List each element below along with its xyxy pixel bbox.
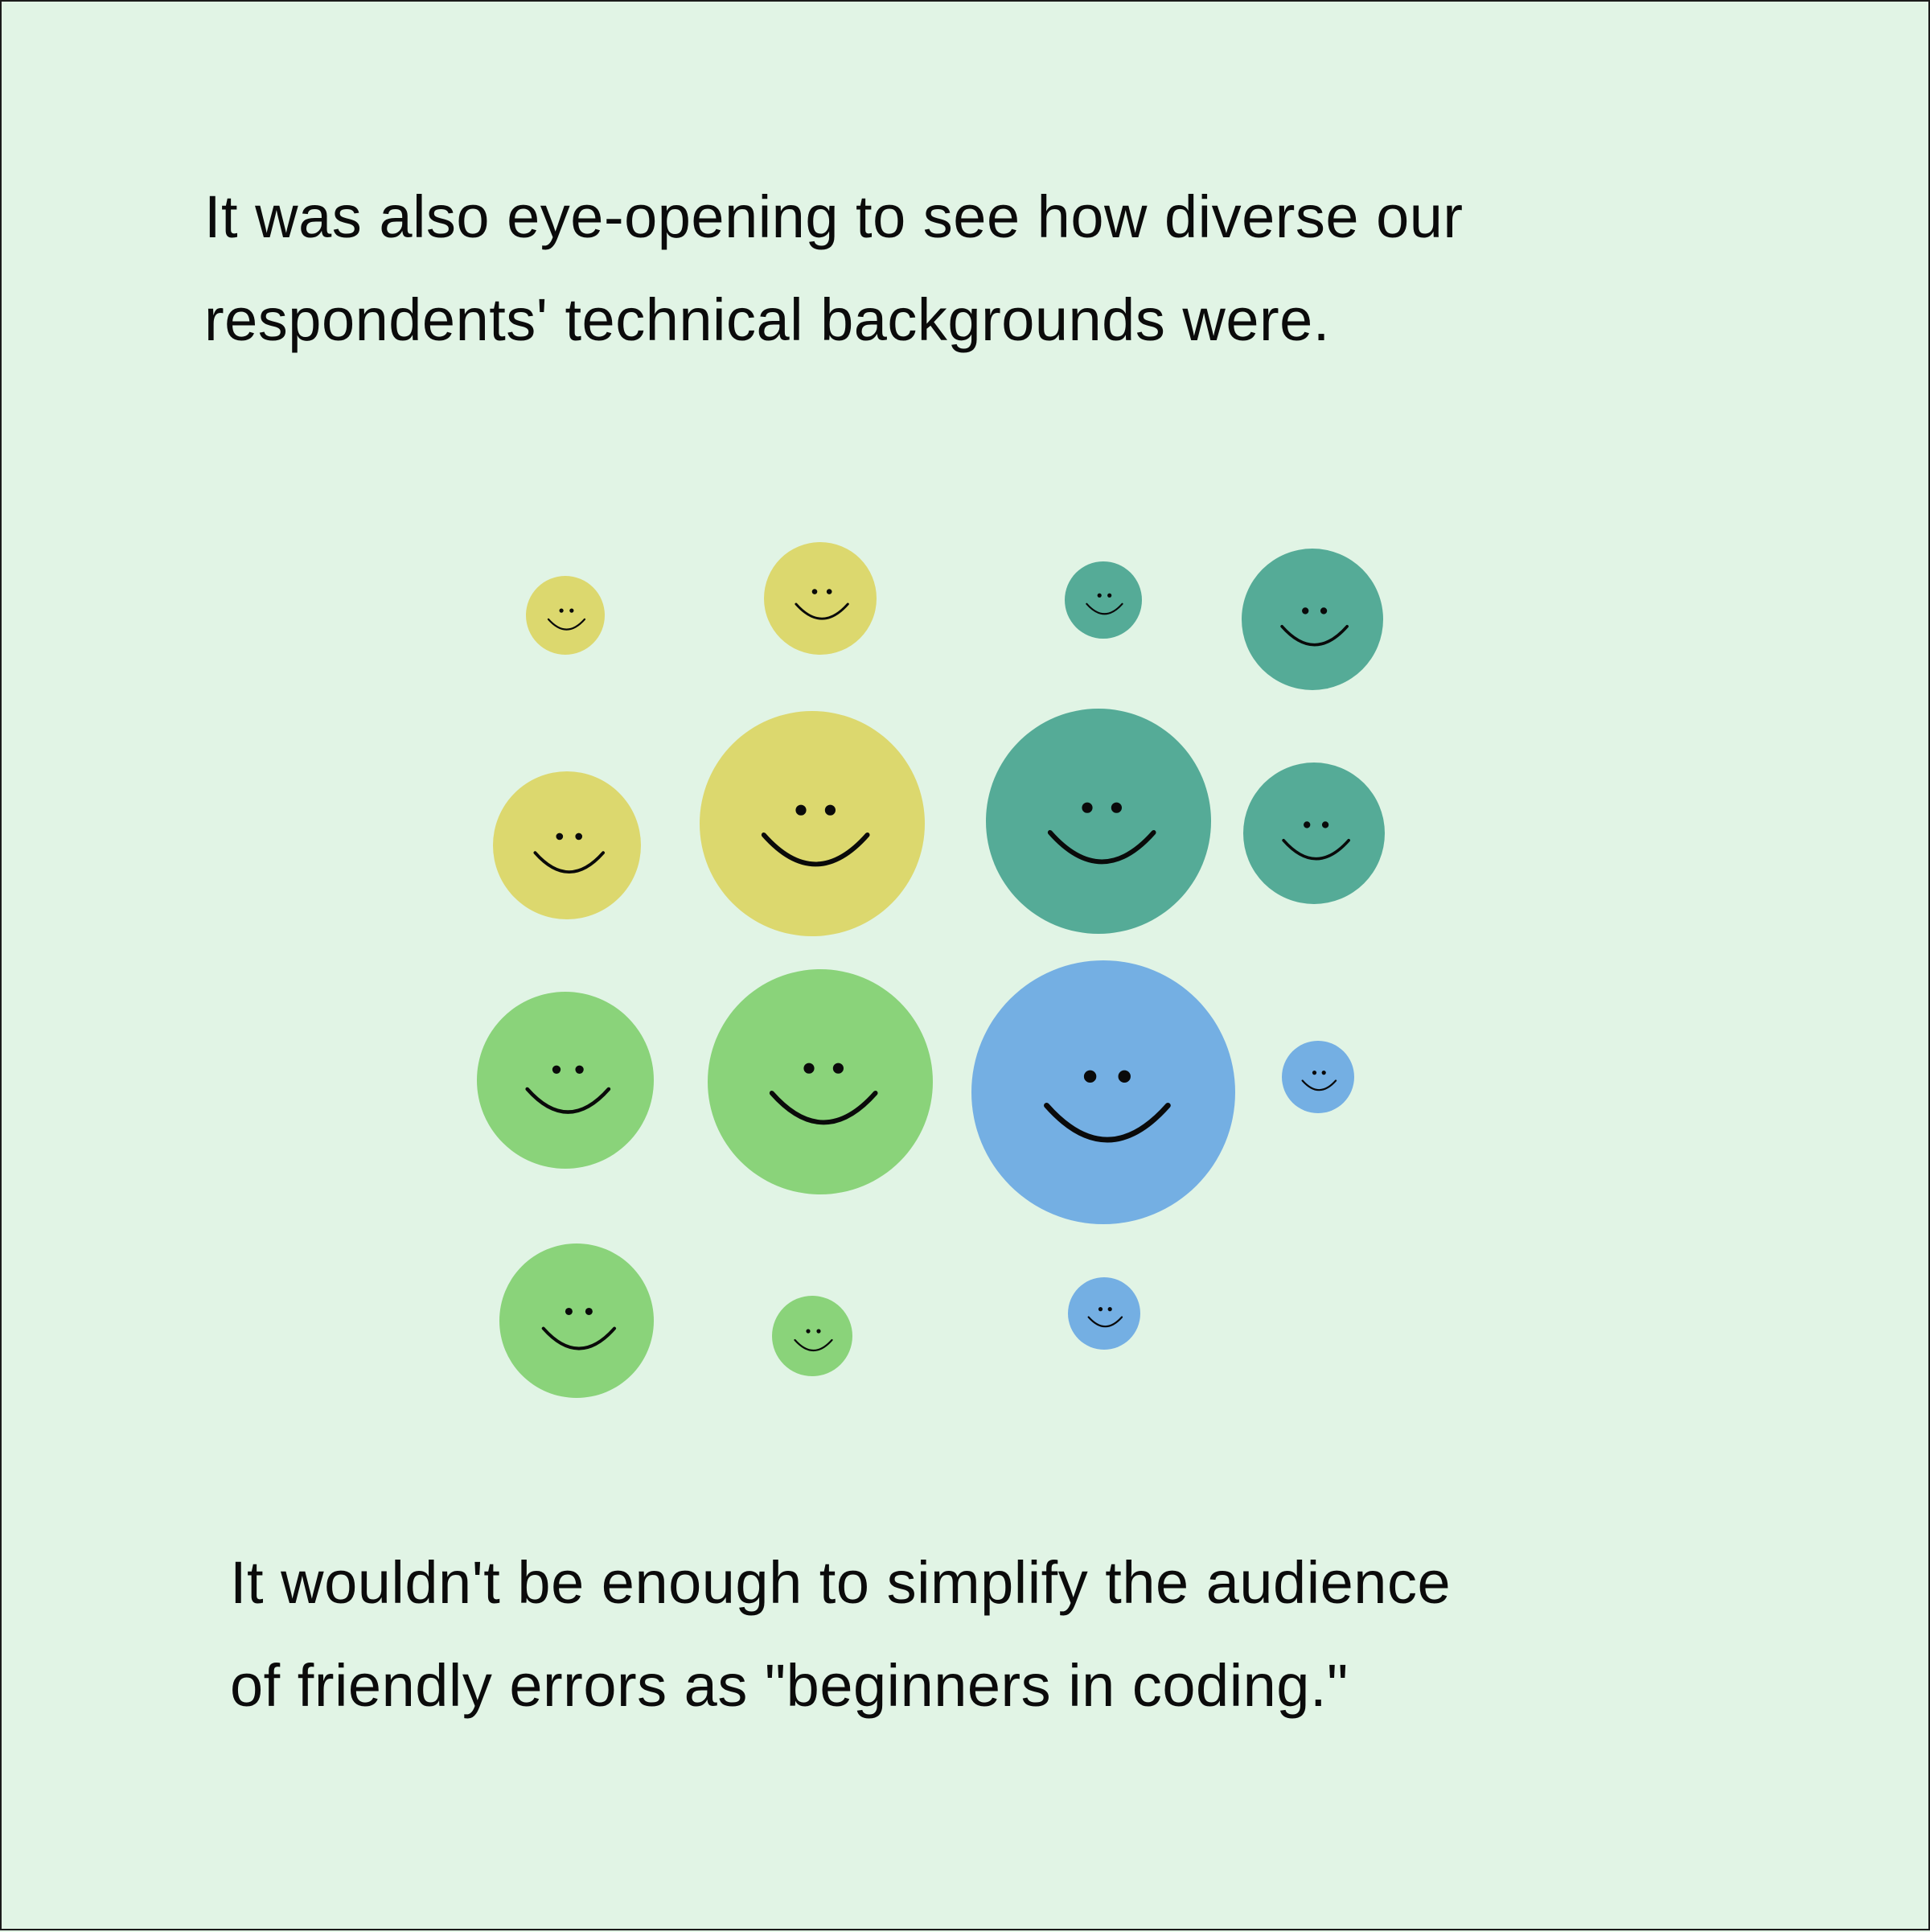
face-eye	[1098, 1307, 1103, 1312]
face-eye	[552, 1065, 561, 1074]
face-circle	[499, 1243, 654, 1398]
face-eye	[811, 589, 818, 594]
smiley-face-icon	[764, 542, 877, 655]
faces-layer	[477, 542, 1385, 1398]
smiley-face-icon	[971, 960, 1235, 1224]
face-eye	[1312, 1071, 1317, 1075]
smiley-face-icon	[493, 771, 641, 919]
face-eye	[806, 1329, 811, 1334]
face-smile	[794, 1338, 833, 1352]
smiley-face-icon	[1242, 549, 1383, 690]
face-circle	[1242, 549, 1383, 690]
face-eye	[1320, 607, 1328, 615]
smiley-face-icon	[1068, 1277, 1140, 1350]
face-eye	[795, 804, 807, 816]
face-eye	[1107, 593, 1112, 598]
face-eye	[1097, 593, 1102, 598]
face-eye	[1107, 1307, 1112, 1312]
face-smile	[1282, 838, 1350, 861]
face-smile	[795, 602, 849, 620]
intro-line: It was also eye-opening to see how diver…	[204, 183, 1464, 250]
face-eye	[832, 1063, 844, 1074]
face-eye	[1304, 821, 1311, 828]
face-smile	[1087, 1316, 1123, 1328]
outro-line: It wouldn't be enough to simplify the au…	[230, 1549, 1452, 1616]
face-circle	[526, 576, 605, 655]
face-eye	[816, 1329, 821, 1334]
face-smile	[533, 851, 606, 874]
face-eye	[569, 608, 574, 613]
smiley-face-icon	[708, 969, 933, 1194]
smiley-face-icon	[772, 1296, 852, 1376]
face-smile	[1280, 624, 1349, 647]
smiley-face-icon	[526, 576, 605, 655]
face-circle	[1282, 1041, 1354, 1113]
face-circle	[1243, 763, 1385, 904]
face-circle	[708, 969, 933, 1194]
face-smile	[1044, 1102, 1171, 1143]
face-smile	[1086, 602, 1123, 615]
face-smile	[1301, 1079, 1337, 1091]
face-circle	[477, 992, 654, 1169]
intro-line: respondents' technical backgrounds were.	[204, 286, 1330, 353]
face-circle	[986, 709, 1211, 934]
face-smile	[769, 1091, 878, 1125]
face-circle	[1065, 561, 1142, 639]
face-circle	[493, 771, 641, 919]
face-smile	[1047, 830, 1156, 865]
outro-line: of friendly errors as "beginners in codi…	[230, 1652, 1349, 1719]
face-eye	[1118, 1070, 1131, 1083]
face-eye	[1111, 802, 1122, 813]
smiley-face-icon	[499, 1243, 654, 1398]
smiley-face-icon	[1243, 763, 1385, 904]
intro-text: It was also eye-opening to see how diver…	[204, 166, 1464, 372]
face-circle	[1068, 1277, 1140, 1350]
smiley-face-icon	[700, 711, 925, 936]
face-eye	[1321, 1071, 1326, 1075]
face-eye	[1321, 821, 1329, 828]
face-circle	[700, 711, 925, 936]
face-circle	[764, 542, 877, 655]
face-smile	[525, 1087, 611, 1114]
face-eye	[1302, 607, 1309, 615]
face-eye	[575, 1065, 584, 1074]
smiley-face-icon	[986, 709, 1211, 934]
face-eye	[556, 832, 564, 841]
face-eye	[824, 804, 836, 816]
face-smile	[761, 832, 870, 867]
face-eye	[585, 1307, 593, 1315]
smiley-face-icon	[1065, 561, 1142, 639]
face-eye	[1082, 802, 1093, 813]
face-eye	[559, 608, 564, 613]
face-eye	[575, 832, 583, 841]
face-eye	[565, 1307, 573, 1315]
face-eye	[803, 1063, 815, 1074]
face-circle	[971, 960, 1235, 1224]
face-circle	[772, 1296, 852, 1376]
face-eye	[826, 589, 832, 594]
face-eye	[1083, 1070, 1097, 1083]
face-smile	[547, 618, 586, 631]
outro-text: It wouldn't be enough to simplify the au…	[230, 1531, 1451, 1737]
smiley-face-icon	[477, 992, 654, 1169]
face-smile	[541, 1326, 617, 1350]
smiley-face-icon	[1282, 1041, 1354, 1113]
